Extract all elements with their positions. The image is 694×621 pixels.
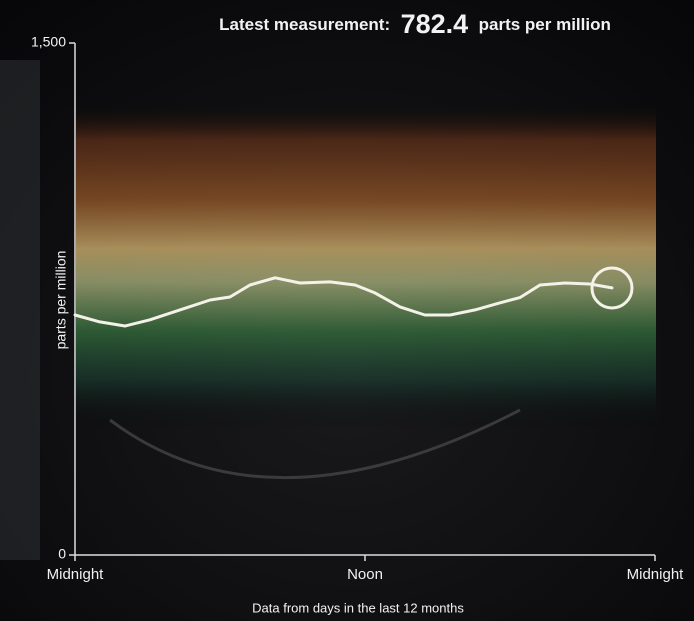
title-unit: parts per million: [479, 15, 611, 34]
glare: [0, 60, 40, 560]
x-tick-label: Noon: [347, 566, 383, 583]
y-axis-label: parts per million: [53, 251, 69, 350]
chart: Latest measurement: 782.4 parts per mill…: [0, 0, 694, 621]
x-axis-label: Data from days in the last 12 months: [252, 600, 464, 615]
title-prefix: Latest measurement:: [219, 15, 390, 34]
y-tick-label: 1,500: [31, 34, 66, 50]
y-tick-label: 0: [58, 546, 66, 562]
x-tick-label: Midnight: [47, 566, 105, 583]
history-band: [76, 100, 656, 430]
latest-value: 782.4: [401, 9, 469, 39]
x-tick-label: Midnight: [627, 566, 685, 583]
